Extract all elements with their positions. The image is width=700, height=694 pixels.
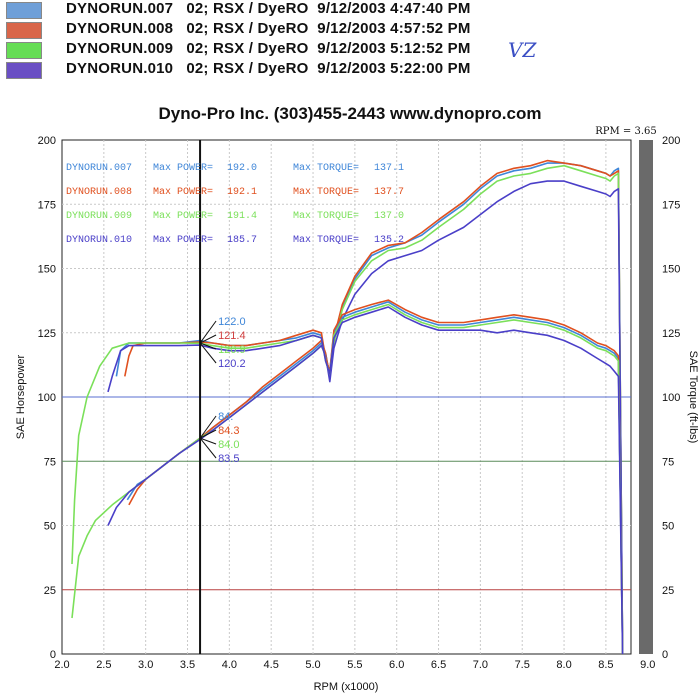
callout-value: 120.2 <box>218 358 246 370</box>
callout-value: 84. <box>218 411 233 423</box>
x-tick-label: 6.5 <box>431 659 446 671</box>
x-tick-label: 3.0 <box>138 659 153 671</box>
y-tick-label-right: 175 <box>662 199 680 211</box>
summary-run-name: DYNORUN.007 <box>66 163 132 174</box>
x-tick-label: 5.0 <box>305 659 320 671</box>
summary-power-value: 185.7 <box>227 235 257 246</box>
x-tick-label: 4.5 <box>264 659 279 671</box>
callout-value: 122.0 <box>218 316 246 328</box>
legend-label-007: DYNORUN.007 02; RSX / DyeRO 9/12/2003 4:… <box>66 0 471 17</box>
x-tick-label: 8.5 <box>598 659 613 671</box>
legend-row-run-009: DYNORUN.009 02; RSX / DyeRO 9/12/2003 5:… <box>4 40 504 60</box>
legend-row-run-010: DYNORUN.010 02; RSX / DyeRO 9/12/2003 5:… <box>4 60 504 80</box>
summary-torque-label: Max TORQUE= <box>293 163 359 174</box>
legend-swatch-010 <box>6 62 42 79</box>
rpm-cursor-label: RPM = 3.65 <box>595 126 657 137</box>
summary-power-label: Max POWER= <box>153 235 213 246</box>
series-line-2 <box>128 159 624 655</box>
legend-row-run-008: DYNORUN.008 02; RSX / DyeRO 9/12/2003 4:… <box>4 20 504 40</box>
y-tick-label-left: 125 <box>38 328 56 340</box>
y-tick-label-left: 50 <box>44 521 56 533</box>
x-tick-label: 9.0 <box>640 659 655 671</box>
summary-power-value: 191.4 <box>227 211 257 222</box>
y-tick-label-right: 75 <box>662 456 674 468</box>
x-axis-label: RPM (x1000) <box>314 681 379 693</box>
y-tick-label-left: 0 <box>50 649 56 661</box>
x-tick-label: 6.0 <box>389 659 404 671</box>
y-axis-label-right: SAE Torque (ft-lbs) <box>687 351 699 444</box>
y-tick-label-left: 75 <box>44 456 56 468</box>
summary-torque-value: 137.0 <box>374 211 404 222</box>
y-tick-label-left: 25 <box>44 585 56 597</box>
summary-power-label: Max POWER= <box>153 211 213 222</box>
x-tick-label: 3.5 <box>180 659 195 671</box>
callout-value: 83.5 <box>218 453 239 465</box>
y-axis-label-left: SAE Horsepower <box>15 354 27 439</box>
y-tick-label-left: 150 <box>38 264 56 276</box>
callout-leader <box>199 415 217 439</box>
y-tick-label-right: 50 <box>662 521 674 533</box>
callout-leader <box>199 320 217 344</box>
legend-row-run-007: DYNORUN.007 02; RSX / DyeRO 9/12/2003 4:… <box>4 0 504 20</box>
series-line-7 <box>71 303 624 655</box>
callout-leader <box>199 429 217 439</box>
y-tick-label-right: 125 <box>662 328 680 340</box>
series-line-8 <box>107 306 624 655</box>
axis-ticks: 2.0 2.5 3.0 3.5 4.0 4.5 5.0 5.5 6.0 6.5 7.0 7.5 8.0 8… <box>38 135 681 671</box>
x-tick-label: 5.5 <box>347 659 362 671</box>
summary-run-name: DYNORUN.010 <box>66 235 132 246</box>
callout-leader <box>199 342 217 364</box>
legend-swatch-008 <box>6 22 42 39</box>
summary-torque-label: Max TORQUE= <box>293 211 359 222</box>
x-tick-label: 8.0 <box>556 659 571 671</box>
legend-swatch-007 <box>6 2 42 19</box>
callout-value: 84.3 <box>218 425 239 437</box>
summary-run-name: DYNORUN.008 <box>66 187 132 198</box>
handwritten-note: VZ <box>508 38 537 62</box>
x-tick-label: 2.5 <box>96 659 111 671</box>
cursor-callouts: 122.0 121.4 120.9 120.2 84. 84.3 84.0 83.5 <box>199 316 246 465</box>
summary-run-name: DYNORUN.009 <box>66 211 132 222</box>
summary-torque-value: 137.1 <box>374 163 404 174</box>
y-tick-label-left: 175 <box>38 199 56 211</box>
x-tick-label: 7.0 <box>473 659 488 671</box>
summary-torque-label: Max TORQUE= <box>293 187 359 198</box>
legend-swatch-009 <box>6 42 42 59</box>
y-tick-label-left: 100 <box>38 392 56 404</box>
summary-torque-label: Max TORQUE= <box>293 235 359 246</box>
y-tick-label-left: 200 <box>38 135 56 147</box>
callout-leader <box>199 437 217 445</box>
y-tick-label-right: 100 <box>662 392 680 404</box>
callout-leader <box>199 342 217 350</box>
right-scale-bar <box>639 140 653 654</box>
callout-value: 120.9 <box>218 344 246 356</box>
x-tick-label: 7.5 <box>515 659 530 671</box>
y-tick-label-right: 200 <box>662 135 680 147</box>
legend-label-010: DYNORUN.010 02; RSX / DyeRO 9/12/2003 5:… <box>66 60 471 77</box>
callout-value: 84.0 <box>218 439 239 451</box>
callout-leader <box>199 437 217 459</box>
legend-label-009: DYNORUN.009 02; RSX / DyeRO 9/12/2003 5:… <box>66 40 471 57</box>
callout-value: 121.4 <box>218 330 246 342</box>
series-line-6 <box>124 299 624 655</box>
summary-power-value: 192.0 <box>227 163 257 174</box>
y-tick-label-right: 150 <box>662 264 680 276</box>
legend-label-008: DYNORUN.008 02; RSX / DyeRO 9/12/2003 4:… <box>66 20 471 37</box>
run-legend: DYNORUN.007 02; RSX / DyeRO 9/12/2003 4:… <box>4 0 504 80</box>
summary-power-value: 192.1 <box>227 187 257 198</box>
grid <box>62 140 631 654</box>
x-tick-label: 4.0 <box>222 659 237 671</box>
summary-power-label: Max POWER= <box>153 187 213 198</box>
summary-power-label: Max POWER= <box>153 163 213 174</box>
chart-title: Dyno-Pro Inc. (303)455-2443 www.dynopro.… <box>158 104 542 123</box>
summary-torque-value: 137.7 <box>374 187 404 198</box>
summary-torque-value: 135.2 <box>374 235 404 246</box>
callout-leader <box>199 334 217 344</box>
max-summary: DYNORUN.007 Max POWER= 192.0 Max TORQUE= 137… <box>66 163 404 246</box>
x-tick-label: 2.0 <box>54 659 69 671</box>
y-tick-label-right: 0 <box>662 649 668 661</box>
y-tick-label-right: 25 <box>662 585 674 597</box>
